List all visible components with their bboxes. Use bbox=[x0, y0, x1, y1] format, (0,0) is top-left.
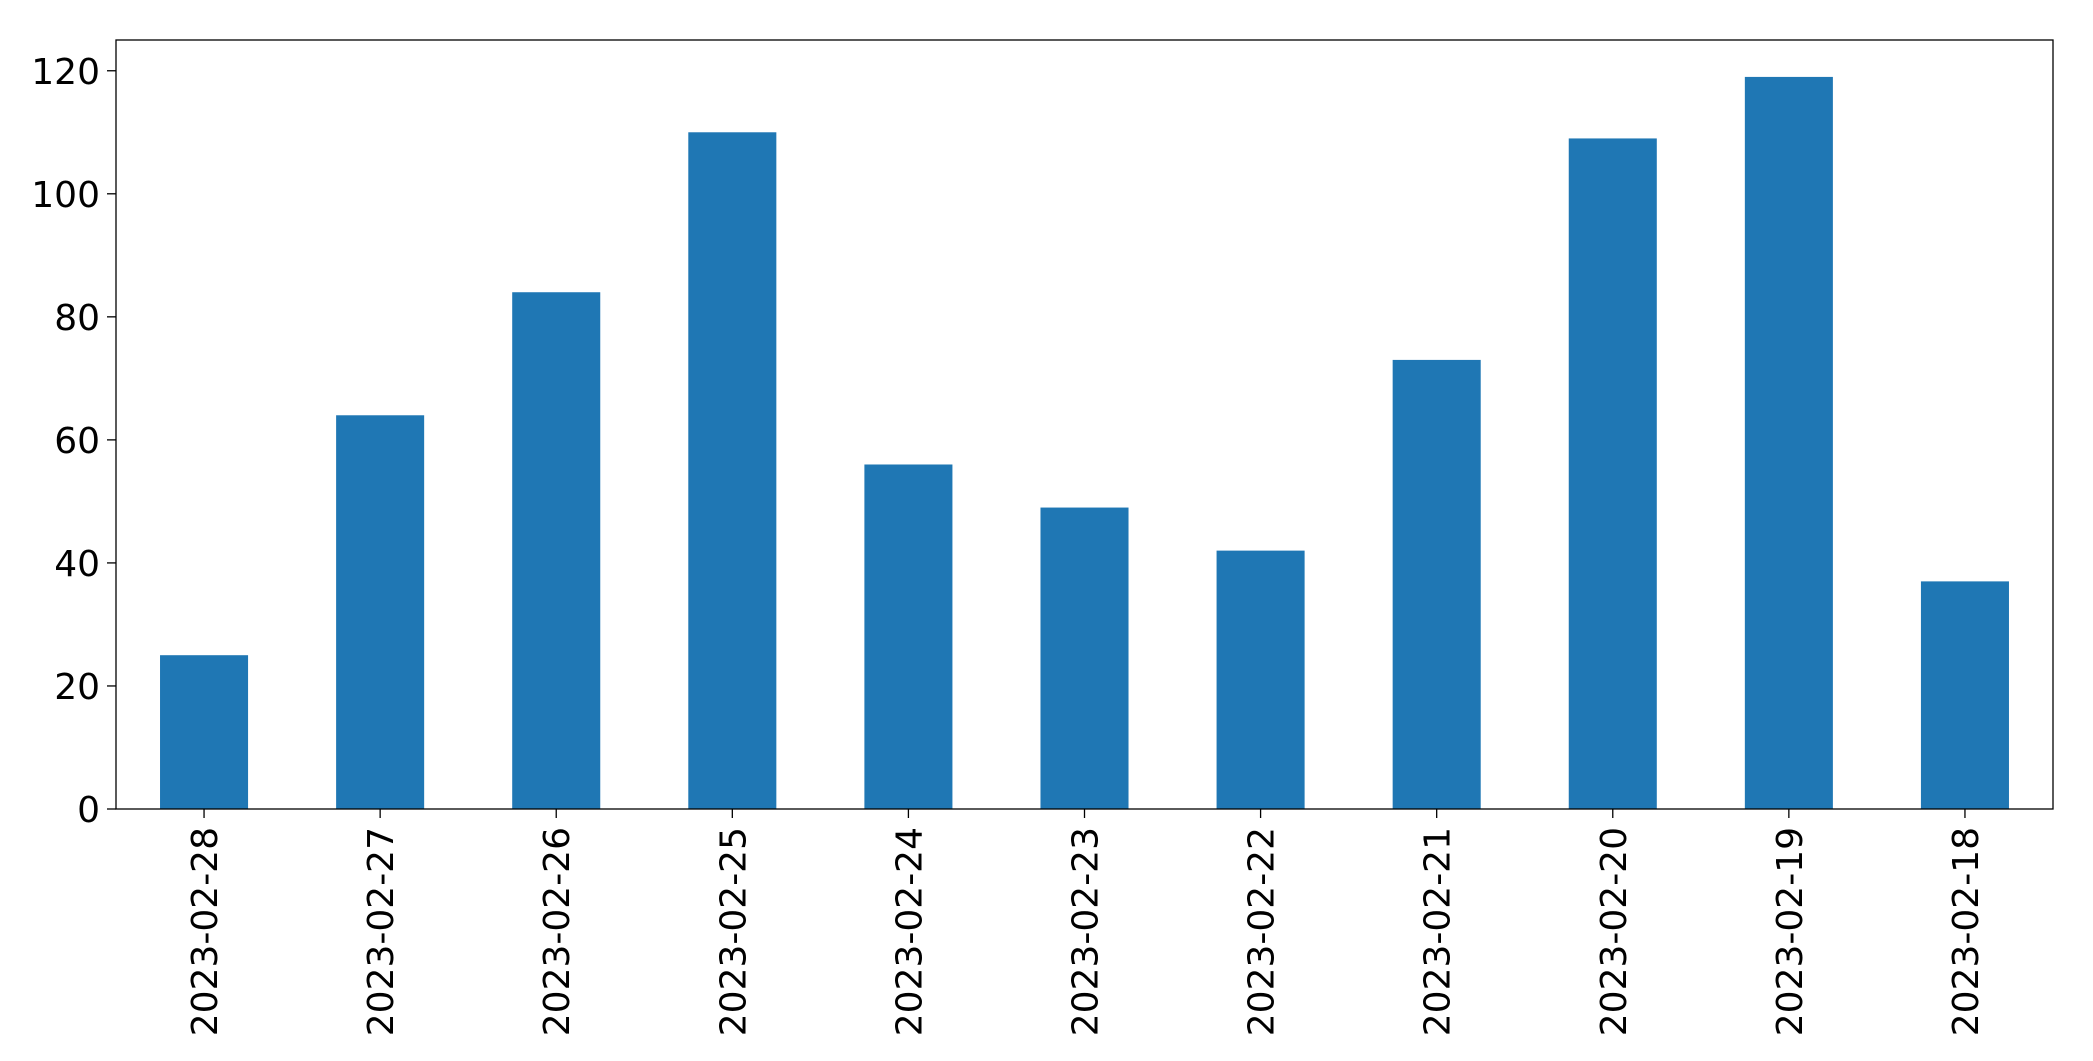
x-tick-label: 2023-02-24 bbox=[889, 827, 930, 1036]
x-tick-label: 2023-02-20 bbox=[1594, 827, 1635, 1036]
x-tick-label: 2023-02-26 bbox=[537, 827, 578, 1036]
bar bbox=[336, 415, 425, 809]
bar bbox=[160, 655, 249, 809]
y-tick-label: 80 bbox=[54, 298, 100, 339]
x-tick-label: 2023-02-23 bbox=[1066, 827, 1107, 1036]
bar bbox=[1920, 581, 2009, 809]
y-tick-label: 120 bbox=[31, 52, 100, 93]
bar bbox=[1216, 550, 1305, 809]
bar bbox=[1744, 76, 1833, 810]
bar bbox=[1392, 359, 1481, 809]
x-tick-label: 2023-02-18 bbox=[1946, 827, 1987, 1036]
bar bbox=[1040, 507, 1129, 809]
y-tick-label: 40 bbox=[54, 544, 100, 585]
bar bbox=[864, 464, 953, 809]
x-tick-label: 2023-02-21 bbox=[1418, 827, 1459, 1036]
x-tick-label: 2023-02-28 bbox=[185, 827, 226, 1036]
x-tick-label: 2023-02-22 bbox=[1242, 827, 1283, 1036]
bar bbox=[512, 292, 601, 809]
y-tick-label: 100 bbox=[31, 175, 100, 216]
bar bbox=[688, 132, 777, 809]
x-tick-label: 2023-02-27 bbox=[361, 827, 402, 1036]
y-tick-label: 0 bbox=[77, 790, 100, 831]
bar bbox=[1568, 138, 1657, 809]
y-tick-label: 20 bbox=[54, 667, 100, 708]
y-tick-label: 60 bbox=[54, 421, 100, 462]
x-tick-label: 2023-02-25 bbox=[713, 827, 754, 1036]
x-tick-label: 2023-02-19 bbox=[1770, 827, 1811, 1036]
